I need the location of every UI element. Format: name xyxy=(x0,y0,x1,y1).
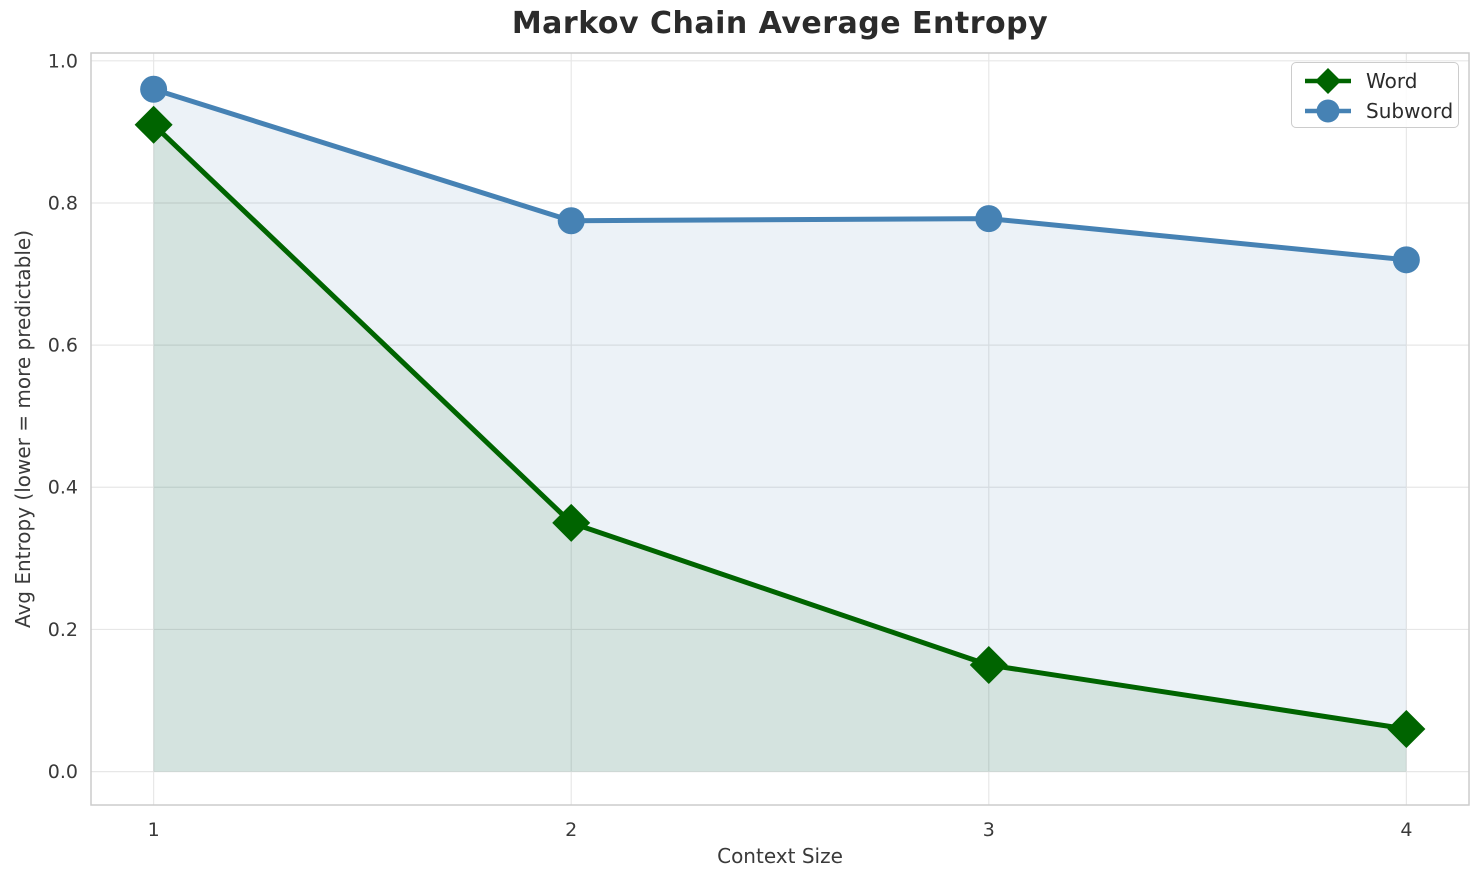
word-area-fill xyxy=(153,124,1407,772)
word-data-point-diamond xyxy=(969,645,1008,684)
subword-data-point-circle xyxy=(1392,246,1420,274)
x-tick-label: 4 xyxy=(1400,819,1412,841)
subword-line-circle-icon xyxy=(1305,99,1351,123)
subword-legend-glyph xyxy=(1316,99,1340,123)
y-tick-label: 0.6 xyxy=(48,335,78,357)
word-data-point-diamond xyxy=(1387,709,1426,748)
word-line xyxy=(151,122,1409,732)
x-axis-label: Context Size xyxy=(717,844,843,868)
legend-label-subword: Subword xyxy=(1366,99,1454,123)
x-tick-label: 3 xyxy=(983,819,995,841)
x-tick-label: 1 xyxy=(148,819,160,841)
legend-label-word: Word xyxy=(1366,69,1418,93)
subword-area-fill xyxy=(153,89,1407,772)
subword-line xyxy=(151,86,1409,263)
subword-data-point-circle xyxy=(975,205,1003,233)
plot-border xyxy=(90,52,1470,806)
subword-data-point-circle xyxy=(140,75,168,103)
y-tick-label: 0.0 xyxy=(48,761,78,783)
word-data-point-diamond xyxy=(134,105,173,144)
legend: Word Subword xyxy=(1291,62,1459,128)
word-legend-glyph xyxy=(1315,68,1341,94)
chart-title: Markov Chain Average Entropy xyxy=(511,6,1049,41)
subword-data-point-circle xyxy=(557,207,585,235)
legend-item-word: Word xyxy=(1302,66,1458,96)
y-tick-label: 0.4 xyxy=(48,477,78,499)
x-tick-label: 2 xyxy=(565,819,577,841)
y-tick-label: 1.0 xyxy=(48,50,78,72)
y-tick-label: 0.2 xyxy=(48,619,78,641)
word-line-diamond-icon xyxy=(1305,68,1351,94)
y-axis-label: Avg Entropy (lower = more predictable) xyxy=(11,229,35,629)
legend-item-subword: Subword xyxy=(1302,96,1458,126)
y-tick-label: 0.8 xyxy=(48,192,78,214)
word-data-point-diamond xyxy=(552,503,591,542)
